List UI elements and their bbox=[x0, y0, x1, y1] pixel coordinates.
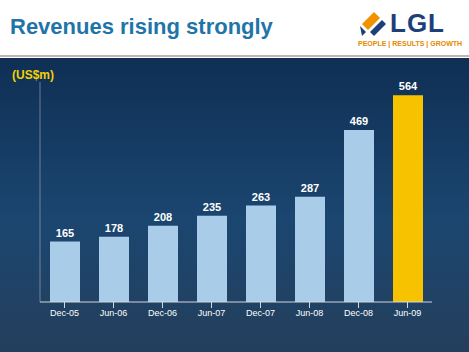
svg-text:235: 235 bbox=[203, 201, 221, 213]
svg-text:Jun-07: Jun-07 bbox=[198, 308, 226, 318]
svg-text:Jun-09: Jun-09 bbox=[394, 308, 422, 318]
svg-text:Dec-08: Dec-08 bbox=[344, 308, 373, 318]
html-text:LGL: LGL bbox=[390, 8, 445, 38]
svg-text:165: 165 bbox=[56, 227, 74, 239]
html-text:PEOPLE | RESULTS | GROWTH: PEOPLE | RESULTS | GROWTH bbox=[358, 40, 463, 47]
html-text:(US$m): (US$m) bbox=[12, 68, 54, 82]
svg-text:Dec-07: Dec-07 bbox=[246, 308, 275, 318]
svg-text:208: 208 bbox=[154, 211, 172, 223]
svg-text:263: 263 bbox=[252, 191, 270, 203]
svg-text:Dec-06: Dec-06 bbox=[148, 308, 177, 318]
svg-text:178: 178 bbox=[105, 222, 123, 234]
svg-text:287: 287 bbox=[301, 182, 319, 194]
svg-text:Jun-08: Jun-08 bbox=[296, 308, 324, 318]
svg-text:Jun-06: Jun-06 bbox=[100, 308, 128, 318]
html-text:Revenues rising strongly: Revenues rising strongly bbox=[10, 14, 273, 39]
svg-text:Dec-05: Dec-05 bbox=[50, 308, 79, 318]
svg-text:469: 469 bbox=[350, 115, 368, 127]
svg-text:564: 564 bbox=[399, 80, 418, 92]
